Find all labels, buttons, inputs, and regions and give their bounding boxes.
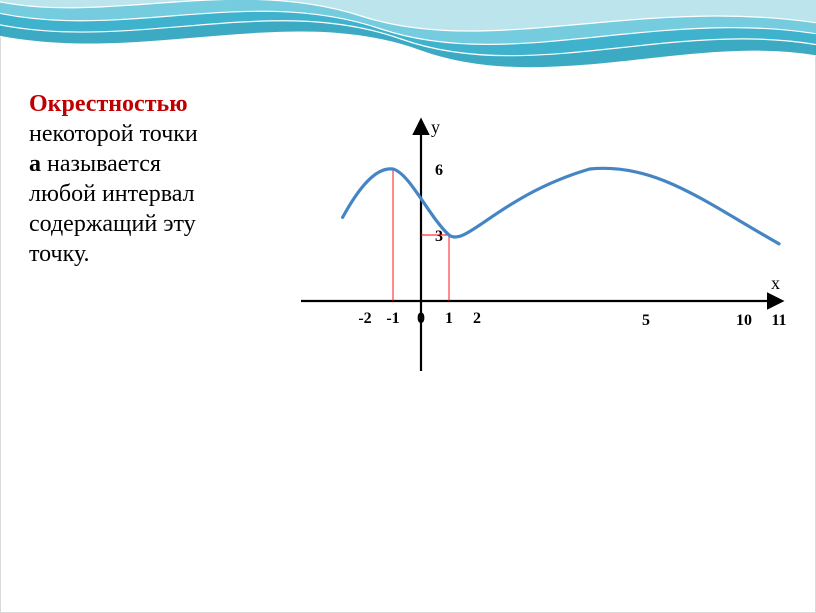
text-line3: любой интервал [29,181,195,207]
chart: y x -2 -1 0 1 2 5 10 11 3 6 [301,111,801,411]
bold-a: а [29,151,41,177]
y-axis-label: y [431,117,440,137]
y-tick: 3 [435,228,443,245]
y-tick: 6 [435,162,443,179]
header-wave-decoration [0,0,816,101]
x-axis-label: x [771,273,780,293]
highlight-word: Окрестностью [29,91,188,117]
curve [343,168,779,244]
x-tick: 1 [445,310,453,327]
chart-svg: y x -2 -1 0 1 2 5 10 11 3 6 [301,111,801,411]
x-tick: -2 [358,310,371,327]
x-tick: 0 [417,310,425,327]
x-tick: 5 [642,312,650,329]
text-line5: точку. [29,241,90,267]
text-line2-rest: называется [41,151,161,177]
definition-text: Окрестностью некоторой точки а называетс… [29,89,289,269]
x-tick: 10 [736,312,752,329]
x-tick: 2 [473,310,481,327]
x-tick: 11 [771,312,786,329]
slide: Окрестностью некоторой точки а называетс… [0,0,816,613]
text-line4: содержащий эту [29,211,196,237]
x-tick: -1 [386,310,399,327]
text-line1-rest: некоторой точки [29,121,198,147]
